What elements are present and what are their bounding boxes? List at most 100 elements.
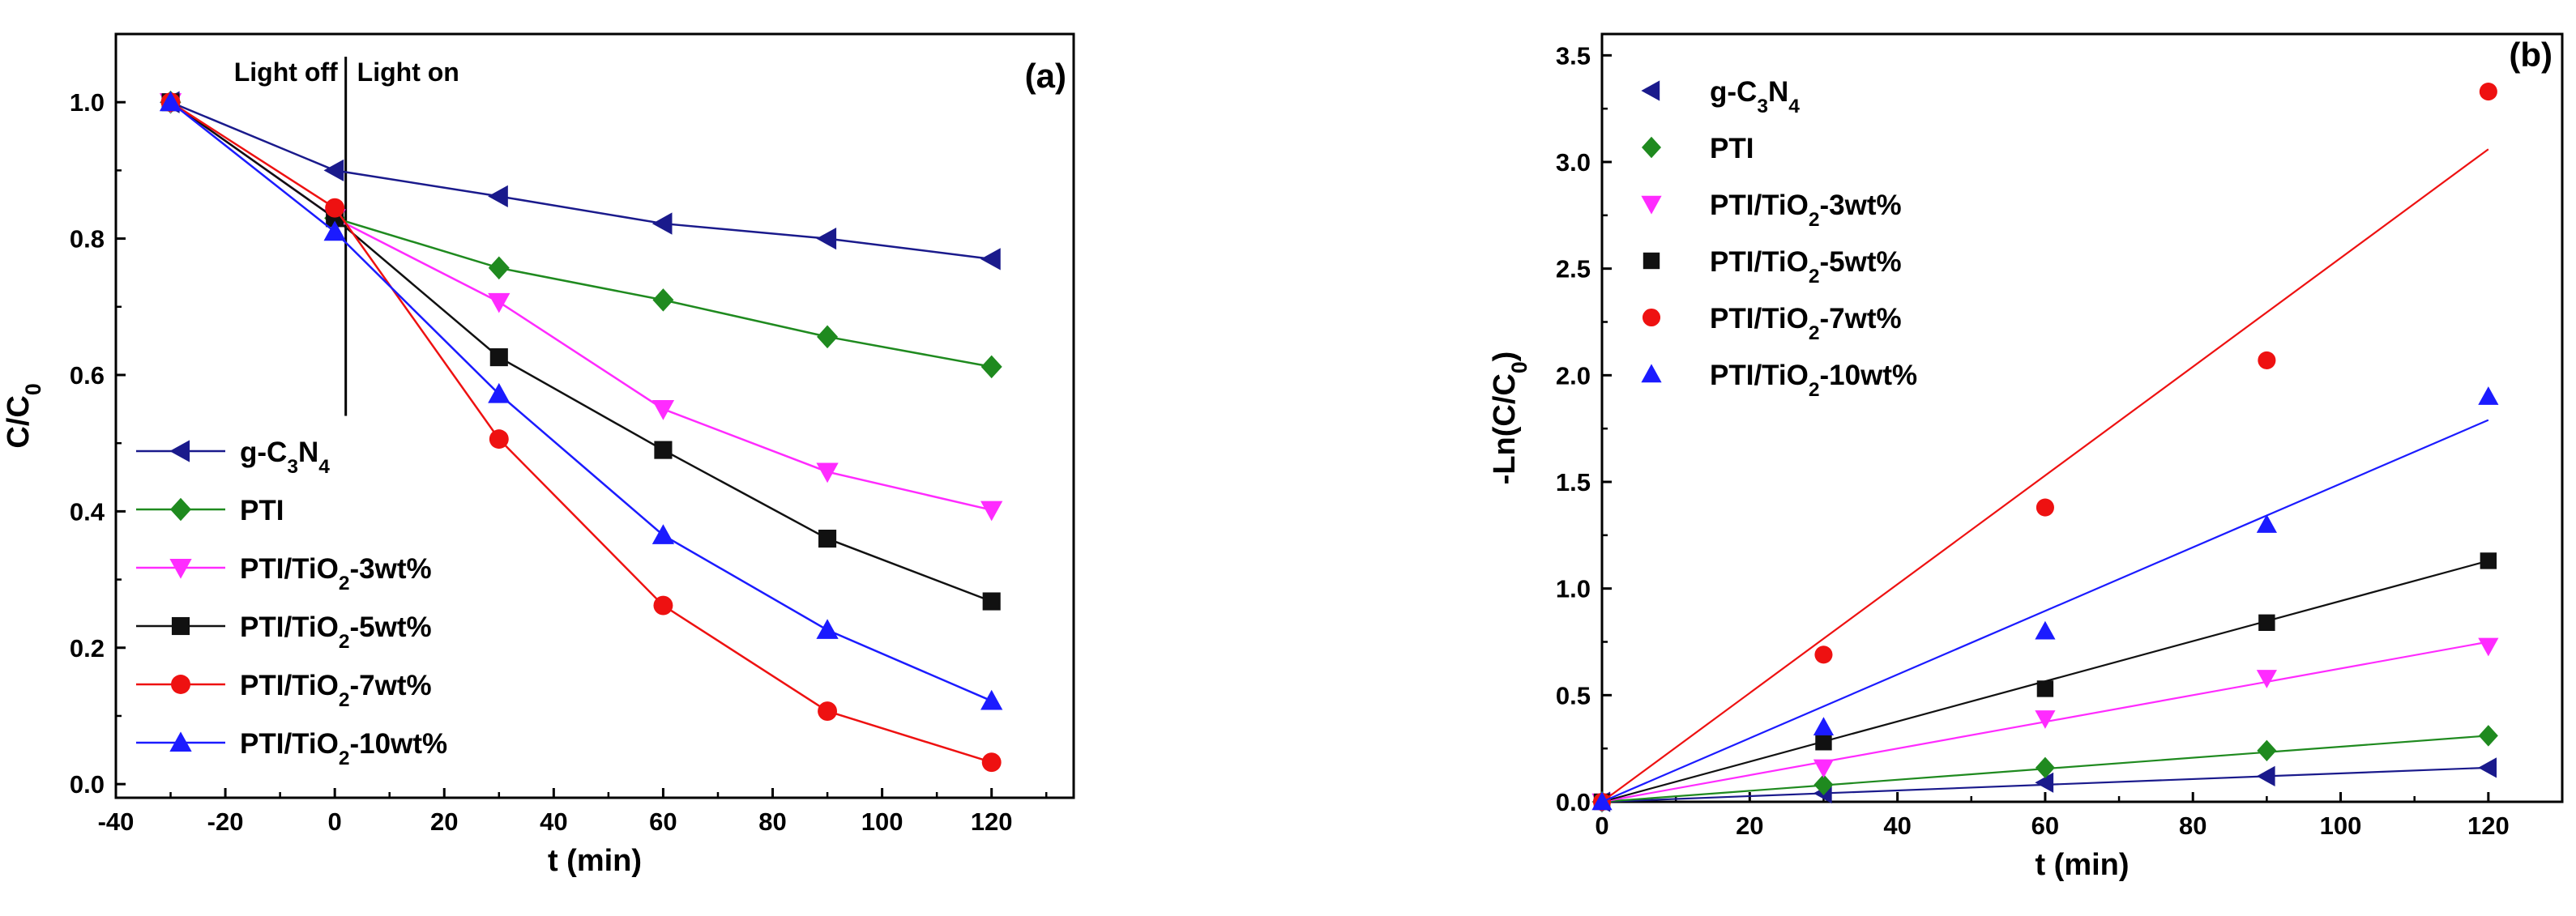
data-point-pti (652, 288, 674, 312)
x-tick-label: 60 (649, 807, 677, 836)
data-point-pti-tio2-7wt (653, 595, 673, 616)
data-point-g-c3n4 (488, 185, 508, 208)
data-point-pti-tio2-7wt (818, 701, 838, 722)
data-point-pti-tio2-5wt (489, 348, 508, 367)
data-point-pti-tio2-10wt (651, 524, 675, 544)
legend-marker-pti-tio2-5wt (171, 616, 190, 636)
data-point-pti-tio2-7wt (325, 198, 345, 218)
data-point-pti-tio2-3wt (488, 292, 511, 313)
data-point-pti (2257, 739, 2277, 761)
annotation-light-on: Light on (357, 58, 459, 87)
x-tick-label: 80 (758, 807, 786, 836)
data-point-pti (2478, 725, 2498, 747)
data-point-pti-tio2-5wt (2036, 680, 2054, 697)
y-tick-label: 2.5 (1556, 255, 1591, 283)
x-tick-label: 0 (1595, 812, 1608, 840)
data-point-pti-tio2-10wt (1591, 791, 1613, 811)
data-point-g-c3n4 (651, 212, 673, 235)
plot-frame (114, 32, 1075, 799)
data-point-pti-tio2-10wt (1813, 717, 1835, 736)
data-point-pti-tio2-10wt (159, 91, 182, 112)
fit-line-pti-tio2-7wt (1601, 148, 2489, 803)
data-point-g-c3n4 (816, 227, 837, 250)
legend-marker-pti-tio2-7wt (1642, 308, 1661, 327)
chart-panel-b: 0 20 40 60 80 100 120 0.0 0.5 1.0 1.5 2.0 2.5 3.0 3.5 t… (1488, 32, 2564, 882)
x-tick-label: 80 (2179, 812, 2206, 840)
x-axis-label: t (min) (548, 844, 642, 878)
data-point-g-c3n4 (980, 248, 1001, 271)
data-point-pti-tio2-3wt (651, 400, 675, 420)
plot-frame (1600, 32, 2564, 803)
y-tick-label: 2.0 (1556, 361, 1591, 390)
data-point-pti-tio2-5wt (654, 441, 673, 459)
data-point-pti-tio2-10wt (2035, 620, 2056, 640)
legend-marker-pti-tio2-10wt (169, 731, 192, 752)
x-tick-label: 60 (2031, 812, 2059, 840)
data-point-pti-tio2-3wt (980, 501, 1003, 522)
x-tick-label: 40 (1883, 812, 1911, 840)
data-point-pti (1813, 773, 1834, 796)
data-point-pti-tio2-10wt (816, 619, 839, 639)
data-point-pti-tio2-3wt (2035, 710, 2056, 729)
data-point-pti-tio2-10wt (2256, 514, 2277, 533)
series-line-pti-tio2-10wt (169, 101, 993, 702)
data-point-pti-tio2-10wt (980, 689, 1003, 710)
x-tick-label: 0 (328, 807, 342, 836)
legend-marker-pti (1642, 136, 1661, 159)
y-tick-label: 1.5 (1556, 468, 1591, 496)
legend-marker-g-c3n4 (1641, 80, 1660, 101)
data-point-pti (488, 256, 510, 280)
y-tick-label: 0.6 (70, 361, 105, 390)
legend-marker-pti-tio2-10wt (1641, 364, 1662, 383)
data-point-pti-tio2-5wt (2258, 614, 2275, 631)
y-tick-label: 3.0 (1556, 148, 1591, 177)
y-tick-label: 0.8 (70, 225, 105, 253)
legend-marker-g-c3n4 (169, 440, 190, 462)
data-point-pti-tio2-3wt (2478, 637, 2499, 657)
data-point-pti (817, 325, 839, 349)
legend-marker-pti-tio2-3wt (1641, 195, 1662, 215)
y-tick-label: 0.4 (70, 497, 105, 526)
series-line-pti-tio2-5wt (169, 101, 993, 603)
y-tick-label: 0.0 (70, 770, 105, 799)
x-axis-label: t (min) (2035, 848, 2129, 882)
data-point-pti-tio2-5wt (982, 592, 1001, 611)
data-point-g-c3n4 (2035, 772, 2054, 793)
x-tick-label: 40 (540, 807, 567, 836)
y-tick-label: 0.0 (1556, 788, 1591, 816)
data-point-pti-tio2-7wt (2036, 498, 2054, 517)
x-tick-label: 120 (971, 807, 1013, 836)
panel-label: (a) (1025, 57, 1066, 95)
x-tick-label: 100 (861, 807, 904, 836)
legend-marker-pti-tio2-3wt (169, 558, 192, 579)
x-tick-label: -20 (207, 807, 244, 836)
data-point-pti-tio2-7wt (2479, 83, 2497, 101)
series-line-pti-tio2-3wt (169, 101, 992, 511)
x-tick-label: 120 (2467, 812, 2510, 840)
x-tick-label: 20 (1736, 812, 1763, 840)
series-line-g-c3n4 (170, 101, 992, 261)
y-tick-label: 0.2 (70, 634, 105, 663)
legend-label-g-c3n4: g-C3N4 (1710, 76, 1800, 117)
data-point-pti-tio2-3wt (816, 462, 839, 484)
data-point-g-c3n4 (2256, 765, 2275, 786)
data-point-pti (980, 355, 1002, 379)
y-axis-label: C/C0 (2, 383, 45, 448)
y-axis-label: -Ln(C/C0) (1488, 351, 1532, 485)
legend-label-pti-tio2-5wt: PTI/TiO2-5wt% (240, 611, 432, 653)
legend-marker-pti-tio2-5wt (1643, 252, 1660, 270)
legend-label-pti-tio2-10wt: PTI/TiO2-10wt% (240, 728, 447, 769)
data-point-pti-tio2-5wt (818, 530, 837, 548)
y-tick-label: 0.5 (1556, 681, 1591, 709)
legend-label-pti: PTI (1710, 133, 1754, 164)
data-point-pti (2035, 756, 2055, 779)
data-point-g-c3n4 (2478, 757, 2497, 778)
data-point-g-c3n4 (323, 159, 344, 182)
legend-marker-pti-tio2-7wt (171, 675, 190, 694)
y-tick-label: 3.5 (1556, 41, 1591, 70)
data-point-pti-tio2-7wt (1814, 645, 1833, 664)
legend-label-pti-tio2-3wt: PTI/TiO2-3wt% (240, 553, 432, 594)
data-point-pti-tio2-7wt (489, 429, 509, 449)
x-tick-label: 20 (430, 807, 458, 836)
